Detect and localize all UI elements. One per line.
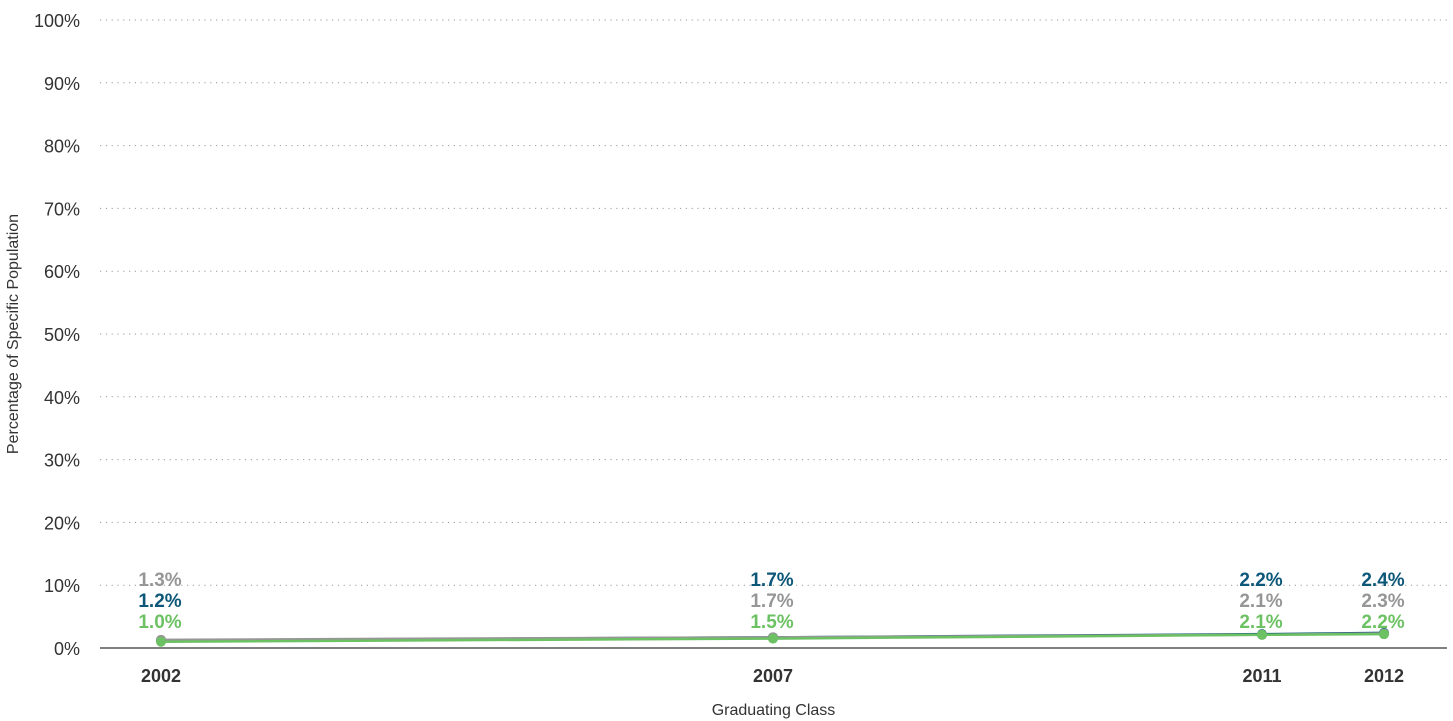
x-tick-label: 2007 (753, 666, 793, 686)
series-points (156, 627, 1389, 647)
x-axis-title: Graduating Class (712, 702, 836, 719)
y-tick-label: 100% (34, 11, 80, 31)
y-axis-ticks: 0% 10% 20% 30% 40% 50% 60% 70% 80% 90% 100% (34, 11, 80, 659)
gridlines (100, 19, 1447, 649)
series-point (156, 636, 166, 647)
y-axis-title: Percentage of Specific Population (5, 214, 22, 454)
y-tick-label: 90% (44, 74, 80, 94)
data-label: 2.1% (1239, 612, 1282, 633)
y-tick-label: 80% (44, 137, 80, 157)
series-point (1257, 629, 1267, 640)
data-label: 1.2% (138, 591, 181, 612)
data-labels: 1.3%1.2%1.0%1.7%1.7%1.5%2.2%2.1%2.1%2.4%… (138, 570, 1404, 633)
data-label: 2.1% (1239, 591, 1282, 612)
y-tick-label: 0% (54, 639, 80, 659)
data-label: 1.0% (138, 612, 181, 633)
data-label: 1.5% (750, 612, 793, 633)
series-line (160, 632, 1385, 643)
x-tick-label: 2011 (1242, 666, 1281, 686)
y-tick-label: 70% (44, 199, 80, 219)
data-label: 2.3% (1361, 591, 1404, 612)
data-label: 2.2% (1361, 612, 1404, 633)
y-tick-label: 30% (44, 451, 80, 471)
series-point (1379, 629, 1389, 640)
y-tick-label: 10% (44, 576, 80, 596)
y-tick-label: 20% (44, 513, 80, 533)
series-point (768, 633, 778, 644)
data-label: 2.2% (1239, 570, 1282, 591)
y-tick-label: 40% (44, 388, 80, 408)
series-lines (160, 631, 1385, 643)
y-tick-label: 50% (44, 325, 80, 345)
x-tick-label: 2002 (141, 666, 181, 686)
x-axis-ticks: 2002 2007 2011 2012 (141, 666, 1404, 686)
x-tick-label: 2012 (1364, 666, 1404, 686)
data-label: 1.7% (750, 570, 793, 591)
data-label: 1.7% (750, 591, 793, 612)
data-label: 1.3% (138, 570, 181, 591)
y-tick-label: 60% (44, 262, 80, 282)
data-label: 2.4% (1361, 570, 1404, 591)
